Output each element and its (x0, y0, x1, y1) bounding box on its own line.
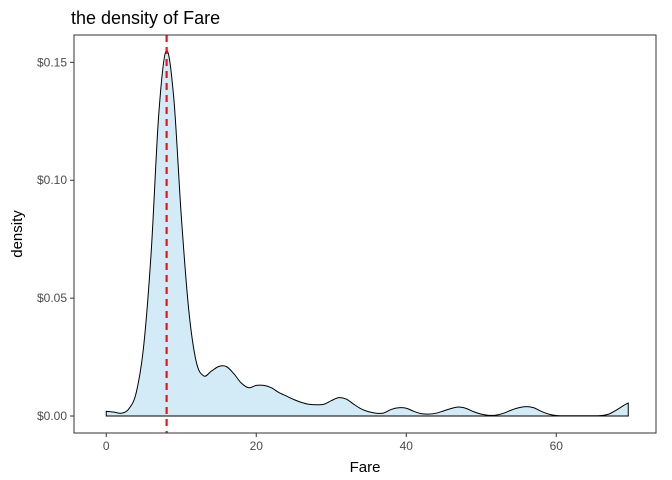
x-tick-label: 40 (400, 439, 414, 453)
x-tick-label: 60 (550, 439, 564, 453)
y-tick-label: $0.15 (37, 55, 67, 69)
y-axis: $0.00 $0.05 $0.10 $0.15 (37, 55, 74, 423)
y-tick-label: $0.05 (37, 291, 67, 305)
x-tick-label: 20 (250, 439, 264, 453)
y-axis-title: density (9, 210, 26, 258)
plot-area (105, 35, 629, 433)
chart-title: the density of Fare (71, 8, 220, 28)
y-tick-label: $0.10 (37, 173, 67, 187)
y-tick-label: $0.00 (37, 409, 67, 423)
x-axis: 0 20 40 60 (103, 433, 563, 453)
density-area (105, 50, 629, 417)
x-tick-label: 0 (103, 439, 110, 453)
panel-border (73, 34, 657, 434)
x-axis-title: Fare (350, 459, 381, 476)
